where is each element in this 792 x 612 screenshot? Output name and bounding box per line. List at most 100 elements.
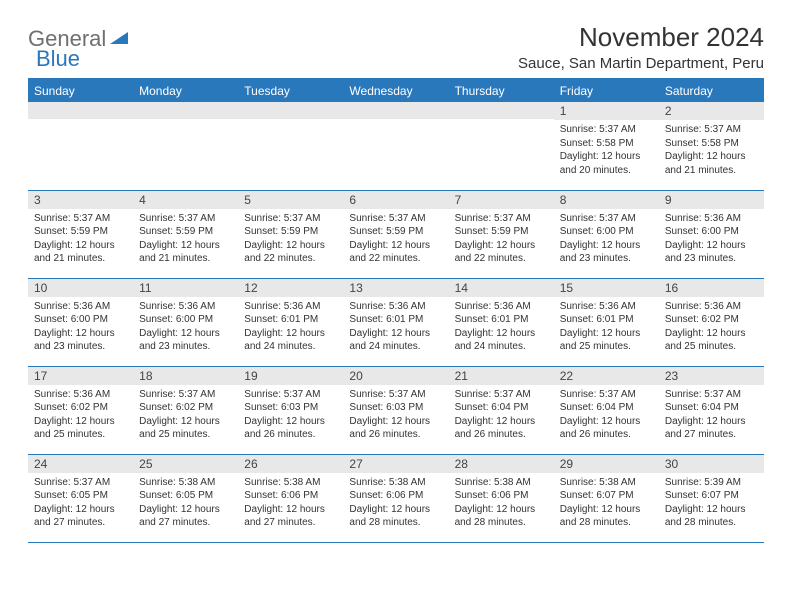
day-info: Sunrise: 5:38 AMSunset: 6:06 PMDaylight:… [343, 473, 448, 534]
sunrise: Sunrise: 5:37 AM [665, 388, 758, 402]
day-cell [449, 102, 554, 190]
day-cell: 12Sunrise: 5:36 AMSunset: 6:01 PMDayligh… [238, 278, 343, 366]
day-number: 21 [449, 367, 554, 385]
day-cell: 14Sunrise: 5:36 AMSunset: 6:01 PMDayligh… [449, 278, 554, 366]
sunrise: Sunrise: 5:36 AM [665, 212, 758, 226]
day-number: 17 [28, 367, 133, 385]
sunset: Sunset: 5:59 PM [244, 225, 337, 239]
day-cell: 24Sunrise: 5:37 AMSunset: 6:05 PMDayligh… [28, 454, 133, 542]
sunset: Sunset: 6:01 PM [455, 313, 548, 327]
sunrise: Sunrise: 5:36 AM [349, 300, 442, 314]
day-number: 30 [659, 455, 764, 473]
day-number: 10 [28, 279, 133, 297]
sunrise: Sunrise: 5:38 AM [349, 476, 442, 490]
day-number: 5 [238, 191, 343, 209]
day-number: 26 [238, 455, 343, 473]
daylight: Daylight: 12 hours and 23 minutes. [34, 327, 127, 354]
daylight: Daylight: 12 hours and 27 minutes. [244, 503, 337, 530]
day-cell: 23Sunrise: 5:37 AMSunset: 6:04 PMDayligh… [659, 366, 764, 454]
day-number: 19 [238, 367, 343, 385]
day-number: 12 [238, 279, 343, 297]
day-info: Sunrise: 5:37 AMSunset: 6:03 PMDaylight:… [343, 385, 448, 446]
day-number: 9 [659, 191, 764, 209]
day-info: Sunrise: 5:36 AMSunset: 6:01 PMDaylight:… [343, 297, 448, 358]
day-header: Friday [554, 80, 659, 102]
day-number: 15 [554, 279, 659, 297]
day-number [449, 102, 554, 119]
sunset: Sunset: 6:02 PM [665, 313, 758, 327]
sunset: Sunset: 6:01 PM [560, 313, 653, 327]
day-cell [133, 102, 238, 190]
day-cell: 5Sunrise: 5:37 AMSunset: 5:59 PMDaylight… [238, 190, 343, 278]
day-info: Sunrise: 5:37 AMSunset: 5:59 PMDaylight:… [449, 209, 554, 270]
day-number: 27 [343, 455, 448, 473]
day-cell: 13Sunrise: 5:36 AMSunset: 6:01 PMDayligh… [343, 278, 448, 366]
day-cell: 22Sunrise: 5:37 AMSunset: 6:04 PMDayligh… [554, 366, 659, 454]
daylight: Daylight: 12 hours and 24 minutes. [244, 327, 337, 354]
day-cell: 18Sunrise: 5:37 AMSunset: 6:02 PMDayligh… [133, 366, 238, 454]
daylight: Daylight: 12 hours and 24 minutes. [455, 327, 548, 354]
daylight: Daylight: 12 hours and 23 minutes. [665, 239, 758, 266]
daylight: Daylight: 12 hours and 22 minutes. [244, 239, 337, 266]
day-header: Saturday [659, 80, 764, 102]
sunrise: Sunrise: 5:36 AM [34, 300, 127, 314]
day-cell [343, 102, 448, 190]
day-info: Sunrise: 5:36 AMSunset: 6:00 PMDaylight:… [28, 297, 133, 358]
daylight: Daylight: 12 hours and 20 minutes. [560, 150, 653, 177]
day-number: 3 [28, 191, 133, 209]
day-cell: 17Sunrise: 5:36 AMSunset: 6:02 PMDayligh… [28, 366, 133, 454]
sunset: Sunset: 6:00 PM [34, 313, 127, 327]
daylight: Daylight: 12 hours and 25 minutes. [665, 327, 758, 354]
day-number: 11 [133, 279, 238, 297]
day-cell: 19Sunrise: 5:37 AMSunset: 6:03 PMDayligh… [238, 366, 343, 454]
daylight: Daylight: 12 hours and 23 minutes. [139, 327, 232, 354]
day-info: Sunrise: 5:37 AMSunset: 6:04 PMDaylight:… [554, 385, 659, 446]
day-number: 6 [343, 191, 448, 209]
sunset: Sunset: 6:03 PM [349, 401, 442, 415]
daylight: Daylight: 12 hours and 25 minutes. [560, 327, 653, 354]
day-info: Sunrise: 5:39 AMSunset: 6:07 PMDaylight:… [659, 473, 764, 534]
sunset: Sunset: 6:03 PM [244, 401, 337, 415]
daylight: Daylight: 12 hours and 28 minutes. [455, 503, 548, 530]
sunset: Sunset: 6:06 PM [349, 489, 442, 503]
day-info: Sunrise: 5:36 AMSunset: 6:00 PMDaylight:… [133, 297, 238, 358]
week-row: 10Sunrise: 5:36 AMSunset: 6:00 PMDayligh… [28, 278, 764, 366]
day-cell: 3Sunrise: 5:37 AMSunset: 5:59 PMDaylight… [28, 190, 133, 278]
daylight: Daylight: 12 hours and 26 minutes. [244, 415, 337, 442]
day-number [343, 102, 448, 119]
sunset: Sunset: 6:07 PM [560, 489, 653, 503]
day-info: Sunrise: 5:38 AMSunset: 6:07 PMDaylight:… [554, 473, 659, 534]
day-number: 7 [449, 191, 554, 209]
day-header: Sunday [28, 80, 133, 102]
sunrise: Sunrise: 5:37 AM [139, 212, 232, 226]
sunrise: Sunrise: 5:36 AM [139, 300, 232, 314]
daylight: Daylight: 12 hours and 21 minutes. [139, 239, 232, 266]
sunrise: Sunrise: 5:37 AM [560, 212, 653, 226]
day-info: Sunrise: 5:37 AMSunset: 5:59 PMDaylight:… [343, 209, 448, 270]
location: Sauce, San Martin Department, Peru [518, 55, 764, 72]
day-info: Sunrise: 5:38 AMSunset: 6:06 PMDaylight:… [238, 473, 343, 534]
day-cell: 6Sunrise: 5:37 AMSunset: 5:59 PMDaylight… [343, 190, 448, 278]
day-number: 22 [554, 367, 659, 385]
daylight: Daylight: 12 hours and 26 minutes. [455, 415, 548, 442]
daylight: Daylight: 12 hours and 21 minutes. [34, 239, 127, 266]
sunset: Sunset: 5:58 PM [560, 137, 653, 151]
daylight: Daylight: 12 hours and 22 minutes. [349, 239, 442, 266]
daylight: Daylight: 12 hours and 21 minutes. [665, 150, 758, 177]
sunset: Sunset: 5:59 PM [139, 225, 232, 239]
week-row: 24Sunrise: 5:37 AMSunset: 6:05 PMDayligh… [28, 454, 764, 542]
day-cell: 21Sunrise: 5:37 AMSunset: 6:04 PMDayligh… [449, 366, 554, 454]
calendar-table: SundayMondayTuesdayWednesdayThursdayFrid… [28, 80, 764, 543]
day-cell: 1Sunrise: 5:37 AMSunset: 5:58 PMDaylight… [554, 102, 659, 190]
day-number [28, 102, 133, 119]
sunset: Sunset: 5:59 PM [349, 225, 442, 239]
day-info: Sunrise: 5:37 AMSunset: 6:00 PMDaylight:… [554, 209, 659, 270]
day-number [133, 102, 238, 119]
sunrise: Sunrise: 5:37 AM [560, 388, 653, 402]
sunset: Sunset: 6:06 PM [455, 489, 548, 503]
sunrise: Sunrise: 5:36 AM [34, 388, 127, 402]
day-info: Sunrise: 5:36 AMSunset: 6:02 PMDaylight:… [659, 297, 764, 358]
day-cell: 30Sunrise: 5:39 AMSunset: 6:07 PMDayligh… [659, 454, 764, 542]
day-number: 29 [554, 455, 659, 473]
daylight: Daylight: 12 hours and 26 minutes. [349, 415, 442, 442]
